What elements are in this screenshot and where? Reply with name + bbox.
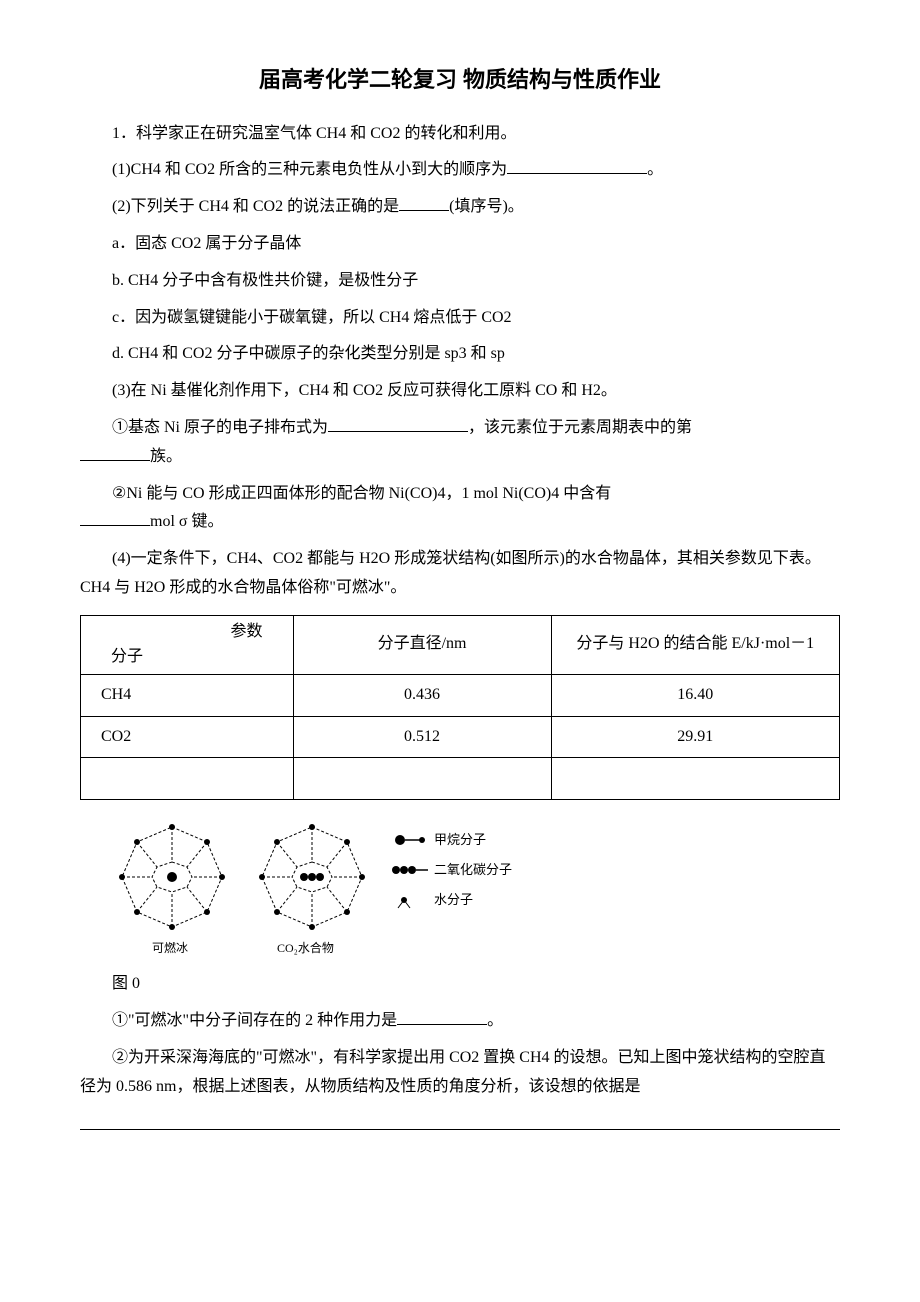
table-header: 分子直径/nm	[293, 615, 551, 674]
q1-opt-a: a．固态 CO2 属于分子晶体	[80, 230, 840, 259]
blank-line	[80, 1109, 840, 1129]
text: ①"可燃冰"中分子间存在的 2 种作用力是	[112, 1012, 397, 1029]
cage-structure-figure: 可燃冰 CO₂水合物 甲烷分子 二氧化碳分子 水分子	[112, 812, 840, 962]
table-cell: 0.512	[293, 716, 551, 758]
q1-p4: (4)一定条件下，CH4、CO2 都能与 H2O 形成笼状结构(如图所示)的水合…	[80, 545, 840, 603]
q4-2: ②为开采深海海底的"可燃冰"，有科学家提出用 CO2 置换 CH4 的设想。已知…	[80, 1044, 840, 1102]
table-header-diag: 参数 分子	[81, 615, 294, 674]
legend-water: 水分子	[434, 892, 473, 907]
q1-p3-1: ①基态 Ni 原子的电子排布式为 ，该元素位于元素周期表中的第族。	[80, 414, 840, 472]
blank	[328, 415, 468, 432]
text: 族。	[150, 448, 182, 465]
table-cell: CO2	[81, 716, 294, 758]
text: ②Ni 能与 CO 形成正四面体形的配合物 Ni(CO)4，1 mol Ni(C…	[112, 485, 611, 502]
legend-methane: 甲烷分子	[434, 832, 486, 847]
q1-p2: (2)下列关于 CH4 和 CO2 的说法正确的是 (填序号)。	[80, 193, 840, 222]
q1-opt-b: b. CH4 分子中含有极性共价键，是极性分子	[80, 267, 840, 296]
table-row: CO2 0.512 29.91	[81, 716, 840, 758]
table-cell: CH4	[81, 674, 294, 716]
table-row: CH4 0.436 16.40	[81, 674, 840, 716]
legend-co2: 二氧化碳分子	[434, 862, 512, 877]
text: ①基态 Ni 原子的电子排布式为	[112, 419, 328, 436]
table-cell	[81, 758, 294, 800]
q1-p2-text-b: (填序号)。	[449, 198, 524, 215]
text: ，该元素位于元素周期表中的第	[468, 419, 692, 436]
q1-p1-text-b: 。	[647, 161, 663, 178]
header-top: 参数	[231, 618, 263, 647]
table-cell	[551, 758, 839, 800]
blank	[507, 157, 647, 174]
q1-p1-text-a: (1)CH4 和 CO2 所含的三种元素电负性从小到大的顺序为	[112, 161, 507, 178]
text: mol σ 键。	[150, 513, 224, 530]
blank	[80, 509, 150, 526]
q4-1: ①"可燃冰"中分子间存在的 2 种作用力是 。	[80, 1007, 840, 1036]
blank	[80, 444, 150, 461]
q1-p3: (3)在 Ni 基催化剂作用下，CH4 和 CO2 反应可获得化工原料 CO 和…	[80, 377, 840, 406]
q1-intro: 1．科学家正在研究温室气体 CH4 和 CO2 的转化和利用。	[80, 120, 840, 149]
table-row: 参数 分子 分子直径/nm 分子与 H2O 的结合能 E/kJ·mol－1	[81, 615, 840, 674]
q1-p3-2: ②Ni 能与 CO 形成正四面体形的配合物 Ni(CO)4，1 mol Ni(C…	[80, 480, 840, 538]
fig-label-left: 可燃冰	[152, 940, 188, 955]
text: 。	[487, 1012, 503, 1029]
fig-label-mid: CO₂水合物	[277, 940, 334, 955]
table-header: 分子与 H2O 的结合能 E/kJ·mol－1	[551, 615, 839, 674]
table-cell: 29.91	[551, 716, 839, 758]
blank	[397, 1008, 487, 1025]
table-cell: 16.40	[551, 674, 839, 716]
header-bot: 分子	[111, 643, 143, 672]
page-title: 届高考化学二轮复习 物质结构与性质作业	[80, 60, 840, 100]
cage-svg: 可燃冰 CO₂水合物 甲烷分子 二氧化碳分子 水分子	[112, 812, 552, 962]
q1-opt-d: d. CH4 和 CO2 分子中碳原子的杂化类型分别是 sp3 和 sp	[80, 340, 840, 369]
q1-p1: (1)CH4 和 CO2 所含的三种元素电负性从小到大的顺序为 。	[80, 156, 840, 185]
figure-caption: 图 0	[80, 970, 840, 999]
q1-p2-text-a: (2)下列关于 CH4 和 CO2 的说法正确的是	[112, 198, 399, 215]
table-cell	[293, 758, 551, 800]
blank	[399, 194, 449, 211]
data-table: 参数 分子 分子直径/nm 分子与 H2O 的结合能 E/kJ·mol－1 CH…	[80, 615, 840, 800]
q1-opt-c: c．因为碳氢键键能小于碳氧键，所以 CH4 熔点低于 CO2	[80, 304, 840, 333]
table-cell: 0.436	[293, 674, 551, 716]
table-row	[81, 758, 840, 800]
